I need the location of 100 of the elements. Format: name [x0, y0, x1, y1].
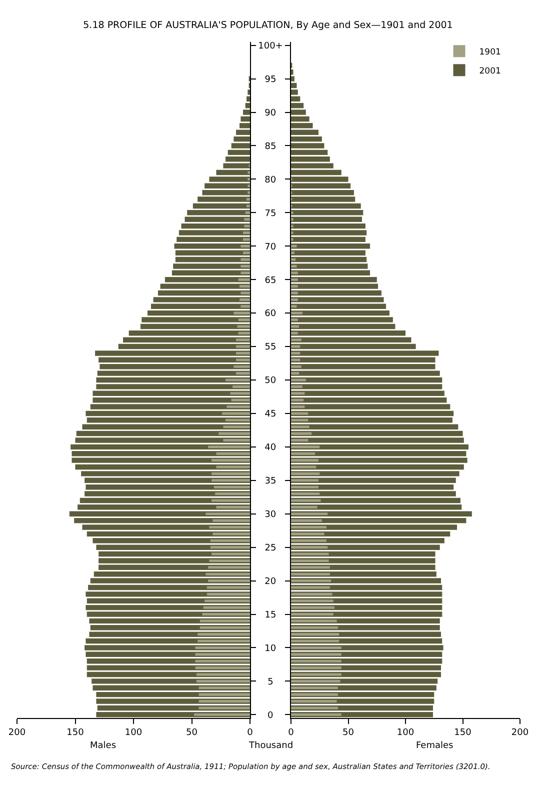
bar: [236, 345, 250, 348]
bar: [195, 646, 250, 649]
bar: [206, 572, 250, 576]
bar: [291, 385, 302, 388]
bar: [291, 660, 342, 662]
bar: [291, 612, 334, 616]
bar: [209, 526, 250, 529]
y-tick-label: 85: [264, 142, 276, 152]
bar: [203, 606, 250, 609]
y-tick-label: 75: [264, 208, 276, 219]
bar: [206, 592, 250, 596]
bar: [291, 566, 330, 569]
bar: [223, 438, 250, 442]
x-tick-label: 200: [8, 728, 26, 738]
bar: [240, 264, 250, 268]
bar: [291, 252, 294, 254]
x-tick-label: 50: [186, 728, 198, 738]
bar: [240, 244, 250, 248]
bar: [198, 633, 250, 636]
bar: [234, 365, 250, 368]
bar: [210, 546, 250, 549]
bar: [291, 506, 318, 508]
bar: [212, 472, 250, 475]
y-tick-label: 60: [264, 309, 276, 320]
bar: [291, 486, 318, 488]
bar: [291, 298, 298, 301]
bar: [238, 332, 250, 334]
bar: [200, 626, 250, 629]
bar: [232, 385, 250, 388]
y-tick-label: 35: [264, 476, 276, 487]
bar: [202, 612, 250, 616]
bar: [212, 519, 250, 522]
bar: [291, 600, 334, 602]
bar: [291, 365, 302, 368]
text: Thousand: [248, 741, 294, 751]
bar: [291, 418, 308, 422]
bar: [236, 338, 250, 342]
bar: [243, 238, 250, 241]
bar: [226, 378, 250, 382]
bar: [291, 345, 300, 348]
bar: [198, 700, 250, 703]
x-tick-label: 150: [454, 728, 472, 738]
bar: [291, 352, 300, 354]
bar: [240, 258, 250, 261]
bar: [291, 244, 297, 248]
bar: [291, 693, 338, 696]
bar: [244, 218, 250, 221]
x-tick-label: 200: [511, 728, 529, 738]
bar: [291, 713, 342, 716]
bar: [195, 660, 250, 662]
x-tick-label: 100: [124, 728, 142, 738]
y-tick-label: 0: [268, 710, 274, 721]
bar: [291, 258, 296, 261]
bar: [226, 406, 250, 408]
bar: [236, 352, 250, 354]
x-axis-title: Females: [416, 741, 454, 751]
bar: [291, 653, 342, 656]
bar: [212, 479, 250, 482]
bar: [198, 706, 250, 710]
bar: [196, 680, 250, 682]
bar: [291, 706, 338, 710]
bar: [291, 278, 298, 281]
bar: [291, 372, 300, 375]
bar: [218, 432, 250, 435]
y-tick-label: 10: [264, 644, 276, 654]
bar: [238, 318, 250, 322]
bar: [195, 666, 250, 670]
bar: [291, 492, 320, 496]
bar: [238, 278, 250, 281]
bar: [243, 231, 250, 234]
bar: [246, 198, 250, 201]
bar: [212, 499, 250, 502]
bar: [208, 566, 250, 569]
bar: [291, 264, 297, 268]
bar: [216, 506, 250, 508]
bar: [194, 713, 250, 716]
bar: [291, 673, 342, 676]
x-tick-label: 0: [247, 728, 254, 738]
bar: [291, 640, 340, 642]
bar: [291, 519, 322, 522]
bar: [291, 432, 312, 435]
bar: [291, 580, 332, 582]
bar: [212, 552, 250, 556]
bar: [236, 372, 250, 375]
bar: [240, 272, 250, 274]
bar: [204, 600, 250, 602]
bar: [291, 446, 320, 448]
bar: [206, 512, 250, 516]
bar: [291, 426, 310, 428]
bar: [231, 398, 250, 402]
bar: [226, 418, 250, 422]
chart-title: 5.18 PROFILE OF AUSTRALIA'S POPULATION, By Age and Sex—1901 and 2001: [83, 20, 453, 32]
y-tick-label: 40: [264, 443, 276, 454]
bar: [215, 492, 250, 496]
bar: [291, 472, 320, 475]
bar: [214, 486, 250, 488]
bar: [212, 532, 250, 536]
bar: [291, 646, 342, 649]
bar: [198, 640, 250, 642]
y-tick-label: 80: [264, 175, 276, 186]
